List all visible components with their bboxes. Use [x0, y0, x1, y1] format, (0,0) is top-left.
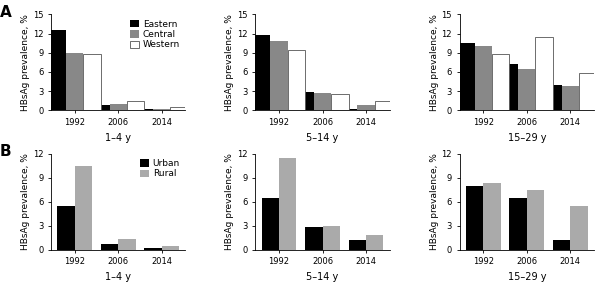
Bar [161, 246, 179, 250]
Bar [153, 109, 170, 110]
Bar [49, 30, 66, 110]
Bar [457, 43, 475, 110]
Bar [553, 240, 570, 250]
Bar [535, 37, 553, 110]
Bar [374, 101, 392, 110]
Bar [288, 50, 305, 110]
Bar [492, 54, 509, 110]
Bar [144, 248, 161, 250]
Bar [466, 186, 484, 250]
Y-axis label: HBsAg prevalence, %: HBsAg prevalence, % [21, 153, 30, 250]
X-axis label: 5–14 y: 5–14 y [307, 133, 338, 143]
Bar [509, 198, 527, 250]
Bar [170, 107, 188, 110]
Bar [305, 227, 323, 250]
Bar [518, 69, 535, 110]
Bar [58, 206, 75, 250]
Bar [127, 101, 144, 110]
Bar [349, 240, 366, 250]
Y-axis label: HBsAg prevalence, %: HBsAg prevalence, % [430, 14, 439, 111]
Bar [579, 73, 596, 110]
X-axis label: 5–14 y: 5–14 y [307, 272, 338, 282]
Bar [66, 53, 83, 110]
Bar [331, 94, 349, 110]
Legend: Eastern, Central, Western: Eastern, Central, Western [129, 19, 181, 51]
Bar [323, 226, 340, 250]
Bar [484, 183, 501, 250]
Bar [570, 206, 587, 250]
Bar [262, 198, 279, 250]
Bar [475, 46, 492, 110]
X-axis label: 1–4 y: 1–4 y [105, 272, 131, 282]
Bar [562, 86, 579, 110]
Bar [118, 239, 136, 250]
Bar [110, 104, 127, 110]
Y-axis label: HBsAg prevalence, %: HBsAg prevalence, % [430, 153, 439, 250]
Y-axis label: HBsAg prevalence, %: HBsAg prevalence, % [226, 14, 235, 111]
Legend: Urban, Rural: Urban, Rural [139, 158, 181, 179]
Bar [366, 235, 383, 250]
X-axis label: 15–29 y: 15–29 y [508, 272, 546, 282]
X-axis label: 15–29 y: 15–29 y [508, 133, 546, 143]
Bar [527, 190, 544, 250]
Bar [314, 93, 331, 110]
Bar [296, 92, 314, 110]
Y-axis label: HBsAg prevalence, %: HBsAg prevalence, % [21, 14, 30, 111]
Bar [75, 166, 92, 250]
Text: B: B [0, 144, 11, 159]
Bar [92, 105, 110, 110]
Bar [271, 41, 288, 110]
X-axis label: 1–4 y: 1–4 y [105, 133, 131, 143]
Bar [83, 54, 101, 110]
Bar [101, 244, 118, 250]
Bar [501, 64, 518, 110]
Bar [279, 158, 296, 250]
Bar [357, 105, 374, 110]
Bar [136, 109, 153, 110]
Text: A: A [0, 5, 11, 20]
Y-axis label: HBsAg prevalence, %: HBsAg prevalence, % [226, 153, 235, 250]
Bar [253, 35, 271, 110]
Bar [544, 85, 562, 110]
Bar [340, 109, 357, 110]
